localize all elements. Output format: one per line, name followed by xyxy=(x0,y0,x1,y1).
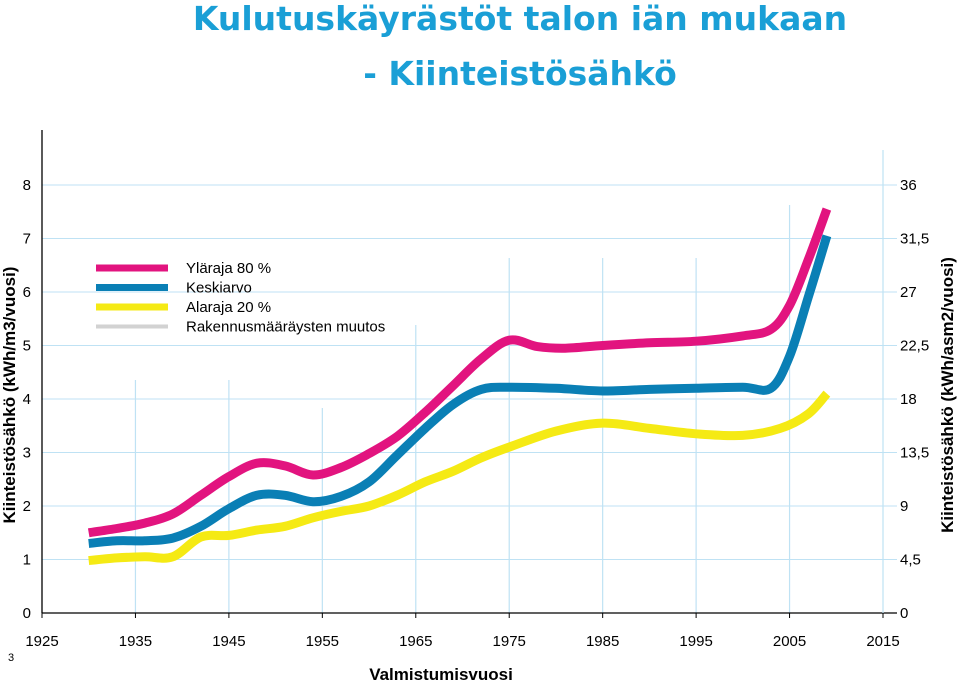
tick-labels: 1925 1935 1945 1955 1965 1975 1985 1995 2005 2015… xyxy=(23,177,930,650)
legend-label: Keskiarvo xyxy=(186,280,252,297)
y-axis-label: Kiinteistösähkö (kWh/m3/vuosi) xyxy=(0,267,19,524)
chart-title-line2: - Kiinteistösähkö xyxy=(363,54,677,93)
x-tick-label: 1965 xyxy=(399,633,432,650)
y-tick-label: 1 xyxy=(23,552,31,569)
x-tick-label: 2015 xyxy=(866,633,899,650)
x-tick-label: 1935 xyxy=(119,633,152,650)
y-tick-label-right: 4,5 xyxy=(900,552,921,569)
x-tick-label: 2005 xyxy=(773,633,806,650)
y-tick-label: 7 xyxy=(23,231,31,248)
y-tick-label-right: 18 xyxy=(900,391,917,408)
page-number: 3 xyxy=(8,652,15,664)
y-tick-label: 3 xyxy=(23,445,31,462)
y-tick-label-right: 36 xyxy=(900,177,917,194)
y-tick-label: 0 xyxy=(23,605,31,622)
x-tick-label: 1955 xyxy=(306,633,339,650)
y-tick-label: 8 xyxy=(23,177,31,194)
axes xyxy=(41,130,897,618)
series-line-yläraja-80 xyxy=(87,207,832,538)
y-tick-label-right: 27 xyxy=(900,284,917,301)
series-lines xyxy=(87,207,832,566)
y-tick-label: 5 xyxy=(23,338,31,355)
y-tick-label: 2 xyxy=(23,498,31,515)
legend-label: Alaraja 20 % xyxy=(186,299,271,316)
chart-title-line1: Kulutuskäyrästöt talon iän mukaan xyxy=(192,0,848,38)
y-tick-label: 6 xyxy=(23,284,31,301)
y-tick-label-right: 13,5 xyxy=(900,445,929,462)
y-tick-label: 4 xyxy=(23,391,31,408)
x-tick-label: 1995 xyxy=(679,633,712,650)
x-axis-label: Valmistumisvuosi xyxy=(369,665,513,684)
legend-label: Rakennusmääräysten muutos xyxy=(186,319,385,336)
x-tick-label: 1985 xyxy=(586,633,619,650)
grid-lines xyxy=(42,184,897,613)
y-tick-label-right: 0 xyxy=(900,605,908,622)
y-tick-label-right: 31,5 xyxy=(900,231,929,248)
x-tick-label: 1975 xyxy=(493,633,526,650)
x-tick-label: 1945 xyxy=(212,633,245,650)
legend: Yläraja 80 % Keskiarvo Alaraja 20 % Rakennu… xyxy=(96,260,385,336)
x-tick-label: 1925 xyxy=(25,633,58,650)
y-tick-label-right: 22,5 xyxy=(900,338,929,355)
y-tick-label-right: 9 xyxy=(900,498,908,515)
legend-label: Yläraja 80 % xyxy=(186,260,271,277)
series-line-keskiarvo xyxy=(88,234,832,548)
series-line-alaraja-20 xyxy=(88,390,831,566)
y-axis-label-right: Kiinteistösähkö (kWh/asm2/vuosi) xyxy=(938,257,957,533)
